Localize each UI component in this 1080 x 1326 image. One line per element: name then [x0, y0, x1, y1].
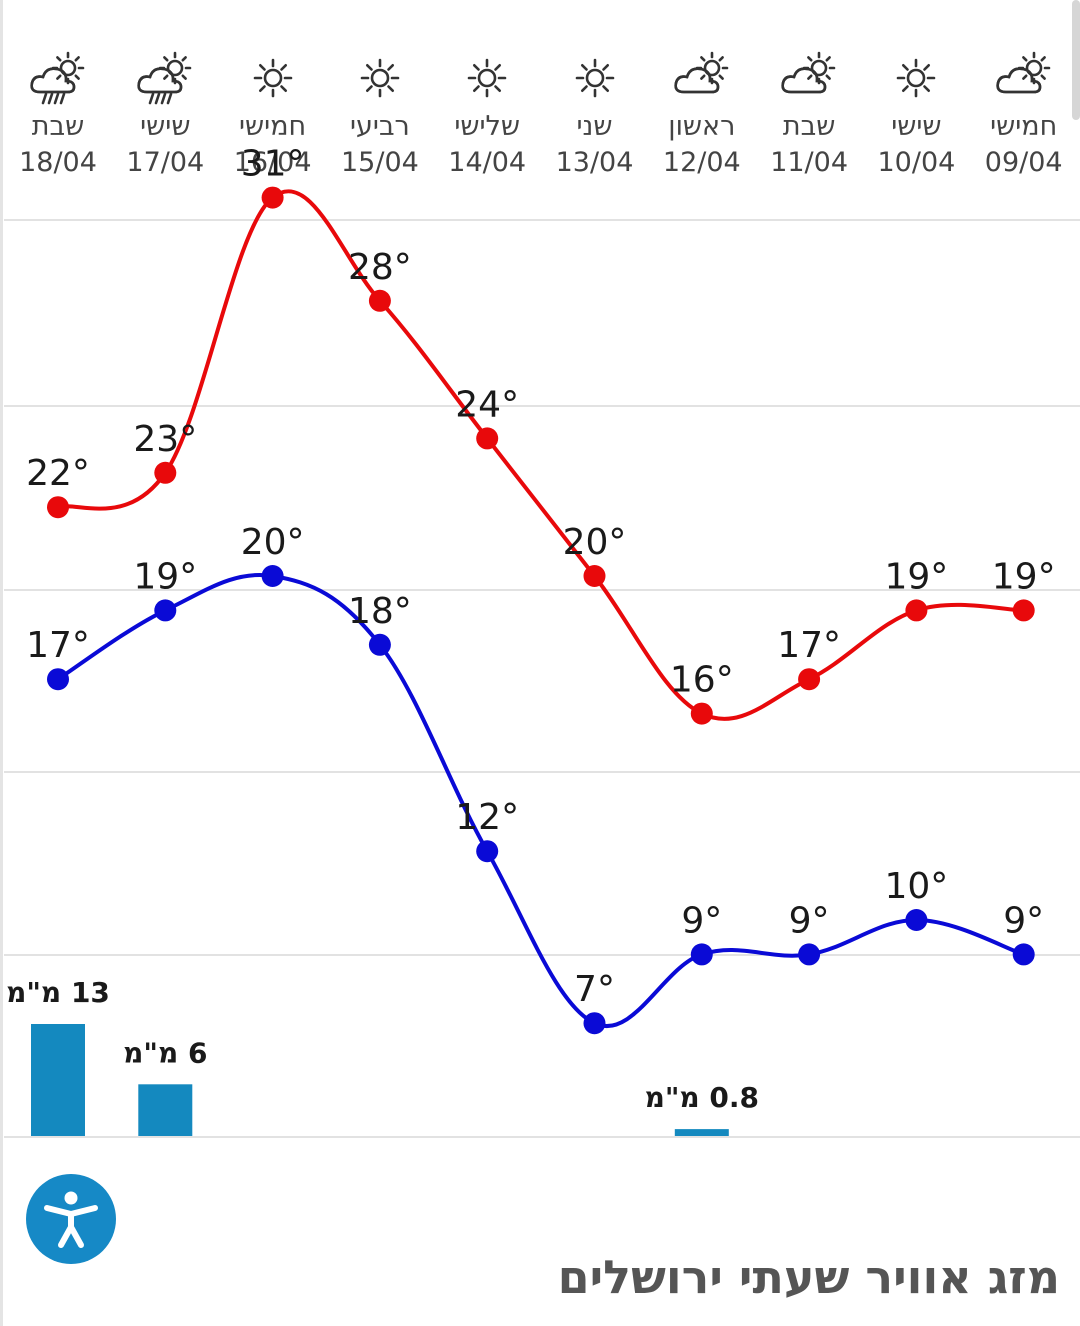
min-temp-label: 9° [789, 900, 830, 941]
min-temp-point [47, 668, 69, 691]
max-temp-line [57, 189, 1024, 721]
min-temp-point [261, 565, 284, 587]
scrollbar-thumb[interactable] [1072, 0, 1080, 120]
max-temp-point [798, 668, 821, 691]
day-name: שבת [782, 111, 836, 142]
day-date: 16/04 [233, 147, 312, 178]
precip-label: 6 מ"מ [123, 1036, 207, 1069]
day-date: 14/04 [448, 147, 527, 178]
precip-bar [674, 1129, 729, 1136]
max-temp-point [368, 289, 391, 312]
left-border [0, 0, 3, 1326]
min-temp-point [583, 1012, 606, 1035]
page-title: מזג אוויר שעתי ירושלים [557, 1250, 1060, 1304]
day-name: שני [576, 111, 613, 142]
day-date: 15/04 [340, 147, 419, 178]
max-temp-point [905, 599, 928, 622]
days-header: שבת 18/04 שישי 17/04 חמישי 16/04 רביעי 15/04 שלי… [0, 0, 1080, 210]
day-date: 12/04 [662, 147, 741, 178]
day-name: חמישי [239, 111, 307, 142]
day-date: 18/04 [19, 147, 97, 178]
max-temp-point [47, 496, 69, 519]
min-temp-point [154, 599, 177, 622]
day-column: שישי 10/04 [866, 50, 966, 182]
max-temp-point [690, 702, 713, 725]
min-temp-label: 12° [455, 797, 519, 838]
min-temp-label: 20° [241, 522, 305, 563]
day-column: ראשון 12/04 [652, 50, 752, 182]
max-temp-label: 28° [348, 247, 412, 288]
sun-icon [575, 58, 614, 98]
sun-icon [253, 58, 292, 98]
accessibility-icon [44, 1191, 98, 1248]
min-temp-label: 7° [574, 969, 615, 1010]
day-column: שלישי 14/04 [437, 50, 537, 182]
min-temp-point [476, 840, 499, 863]
day-column: שישי 17/04 [115, 50, 215, 182]
max-temp-label: 24° [455, 384, 519, 425]
min-temp-point [1012, 943, 1035, 966]
day-column: שבת 11/04 [759, 50, 859, 182]
day-name: שבת [31, 111, 85, 142]
min-temp-point [690, 943, 713, 966]
sun-icon [467, 58, 507, 98]
day-date: 13/04 [555, 147, 634, 178]
max-temp-label: 16° [670, 660, 734, 701]
day-date: 17/04 [126, 147, 205, 178]
max-temp-label: 31° [241, 144, 305, 185]
rain-cloud-icon [30, 51, 85, 105]
day-column: חמישי 16/04 [223, 50, 323, 182]
day-column: רביעי 15/04 [330, 50, 430, 182]
min-temp-label: 18° [348, 591, 412, 632]
partly-cloudy-icon [781, 51, 836, 94]
day-column: שני 13/04 [545, 50, 645, 182]
sun-icon [360, 58, 400, 98]
accessibility-button[interactable] [26, 1174, 116, 1264]
day-column: שבת 18/04 [8, 50, 108, 182]
min-temp-point [798, 943, 821, 966]
day-name: ראשון [668, 111, 736, 142]
day-name: חמישי [990, 111, 1058, 142]
partly-cloudy-icon [996, 51, 1050, 94]
day-date: 10/04 [877, 147, 956, 178]
temperature-chart: 13 מ"מ 6 מ"מ 0.8 מ"מ 22° 23° 31° 28° 24° 20° 16° 1… [4, 144, 1080, 1138]
max-temp-label: 17° [777, 625, 841, 666]
max-temp-point [154, 461, 177, 484]
max-temp-point [261, 186, 284, 209]
max-temp-label: 23° [133, 419, 197, 460]
max-temp-point [476, 427, 499, 450]
day-column: חמישי 09/04 [974, 50, 1074, 182]
max-temp-label: 22° [26, 453, 90, 494]
day-name: שישי [140, 111, 191, 142]
partly-cloudy-icon [674, 51, 729, 94]
day-date: 09/04 [984, 147, 1063, 178]
min-temp-label: 10° [884, 866, 948, 907]
max-temp-point [1012, 599, 1035, 622]
max-temp-label: 20° [563, 522, 627, 563]
min-temp-label: 19° [133, 556, 197, 597]
max-temp-point [583, 565, 606, 587]
max-temp-label: 19° [992, 556, 1056, 597]
day-date: 11/04 [770, 147, 848, 178]
min-temp-label: 9° [1003, 900, 1044, 941]
precip-label: 0.8 מ"מ [645, 1081, 759, 1114]
sun-icon [897, 58, 936, 98]
day-name: שישי [891, 111, 942, 142]
min-temp-label: 9° [681, 900, 722, 941]
min-temp-line [56, 572, 1025, 1028]
day-name: רביעי [349, 111, 410, 142]
day-name: שלישי [454, 111, 521, 142]
min-temp-point [368, 633, 391, 656]
precip-bar [31, 1024, 85, 1136]
precip-label: 13 מ"מ [6, 976, 110, 1009]
precip-bar [138, 1084, 193, 1136]
rain-cloud-icon [137, 51, 192, 105]
max-temp-label: 19° [884, 556, 948, 597]
min-temp-label: 17° [26, 625, 90, 666]
min-temp-point [905, 909, 928, 931]
